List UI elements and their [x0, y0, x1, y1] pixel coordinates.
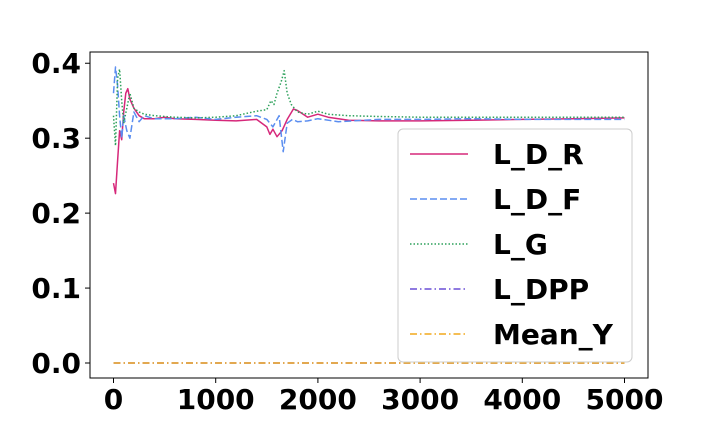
x-tick-label: 1000	[177, 383, 255, 416]
series-layer	[112, 66, 625, 364]
legend-label: L_DPP	[493, 273, 589, 306]
legend-label: Mean_Y	[493, 318, 614, 351]
legend-box	[397, 128, 633, 363]
series-line-l-g	[112, 68, 625, 147]
legend-label: L_G	[493, 228, 548, 261]
y-axis: 0.0 0.1 0.2 0.3 0.4	[31, 47, 90, 380]
x-tick-label: 3000	[381, 383, 459, 416]
legend-label: L_D_F	[493, 183, 581, 216]
x-tick-label: 0	[104, 383, 123, 416]
x-tick-label: 5000	[586, 383, 664, 416]
legend: L_D_R L_D_F L_G L_DPP Mean_Y	[397, 128, 633, 363]
legend-label: L_D_R	[493, 138, 584, 171]
series-line-l-d-f	[112, 66, 625, 153]
x-axis: 0 1000 2000 3000 4000 5000	[104, 378, 664, 416]
y-tick-label: 0.4	[31, 47, 81, 80]
plot-area-frame	[89, 51, 649, 379]
series-line-l-d-r	[112, 87, 625, 195]
y-tick-label: 0.2	[31, 197, 81, 230]
x-tick-label: 4000	[483, 383, 561, 416]
y-tick-label: 0.0	[31, 347, 81, 380]
x-tick-label: 2000	[279, 383, 357, 416]
y-tick-label: 0.1	[31, 272, 81, 305]
y-tick-label: 0.3	[31, 122, 81, 155]
